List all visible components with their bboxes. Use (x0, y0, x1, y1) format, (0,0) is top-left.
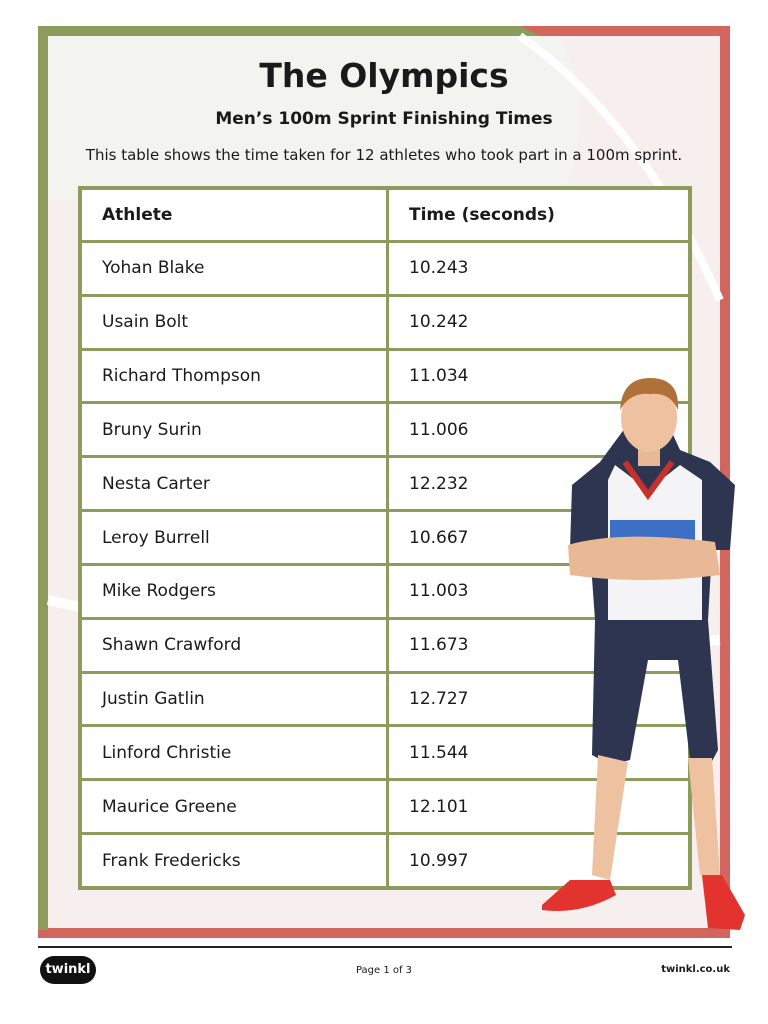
athlete-name: Frank Fredericks (78, 832, 389, 890)
time-cell: 10.243 (386, 240, 692, 297)
time-cell: 11.544 (386, 724, 692, 782)
subtitle: Men’s 100m Sprint Finishing Times (215, 109, 553, 129)
description: This table shows the time taken for 12 a… (85, 146, 683, 164)
athlete-name: Richard Thompson (78, 347, 389, 405)
athlete-name: Usain Bolt (78, 293, 389, 351)
time-cell: 10.997 (386, 832, 692, 890)
athlete-name: Justin Gatlin (78, 670, 389, 728)
athlete-illustration (542, 378, 745, 930)
logo: twinkl (40, 956, 96, 984)
athlete-name: Yohan Blake (78, 240, 389, 297)
header-row: Athlete Time (seconds) (78, 186, 692, 243)
athlete-name: Maurice Greene (78, 778, 389, 836)
athlete-name: Linford Christie (78, 724, 389, 782)
footer-rule (38, 946, 732, 948)
column-header: Time (seconds) (386, 186, 692, 243)
table-row: Yohan Blake 10.243 (78, 240, 692, 297)
athlete-name: Shawn Crawford (78, 616, 389, 674)
athlete-name: Bruny Surin (78, 401, 389, 459)
website: twinkl.co.uk (661, 964, 730, 975)
table-row: Linford Christie 11.544 (78, 724, 692, 782)
title: The Olympics (259, 56, 509, 95)
table-row: Frank Fredericks 10.997 (78, 832, 692, 890)
page-number: Page 1 of 3 (355, 965, 413, 976)
athlete-name: Leroy Burrell (78, 509, 389, 566)
time-cell: 12.101 (386, 778, 692, 836)
table-row: Usain Bolt 10.242 (78, 293, 692, 351)
time-cell: 10.242 (386, 293, 692, 351)
athlete-name: Mike Rodgers (78, 562, 389, 620)
column-header: Athlete (78, 186, 389, 243)
athlete-name: Nesta Carter (78, 455, 389, 513)
table-row: Maurice Greene 12.101 (78, 778, 692, 836)
